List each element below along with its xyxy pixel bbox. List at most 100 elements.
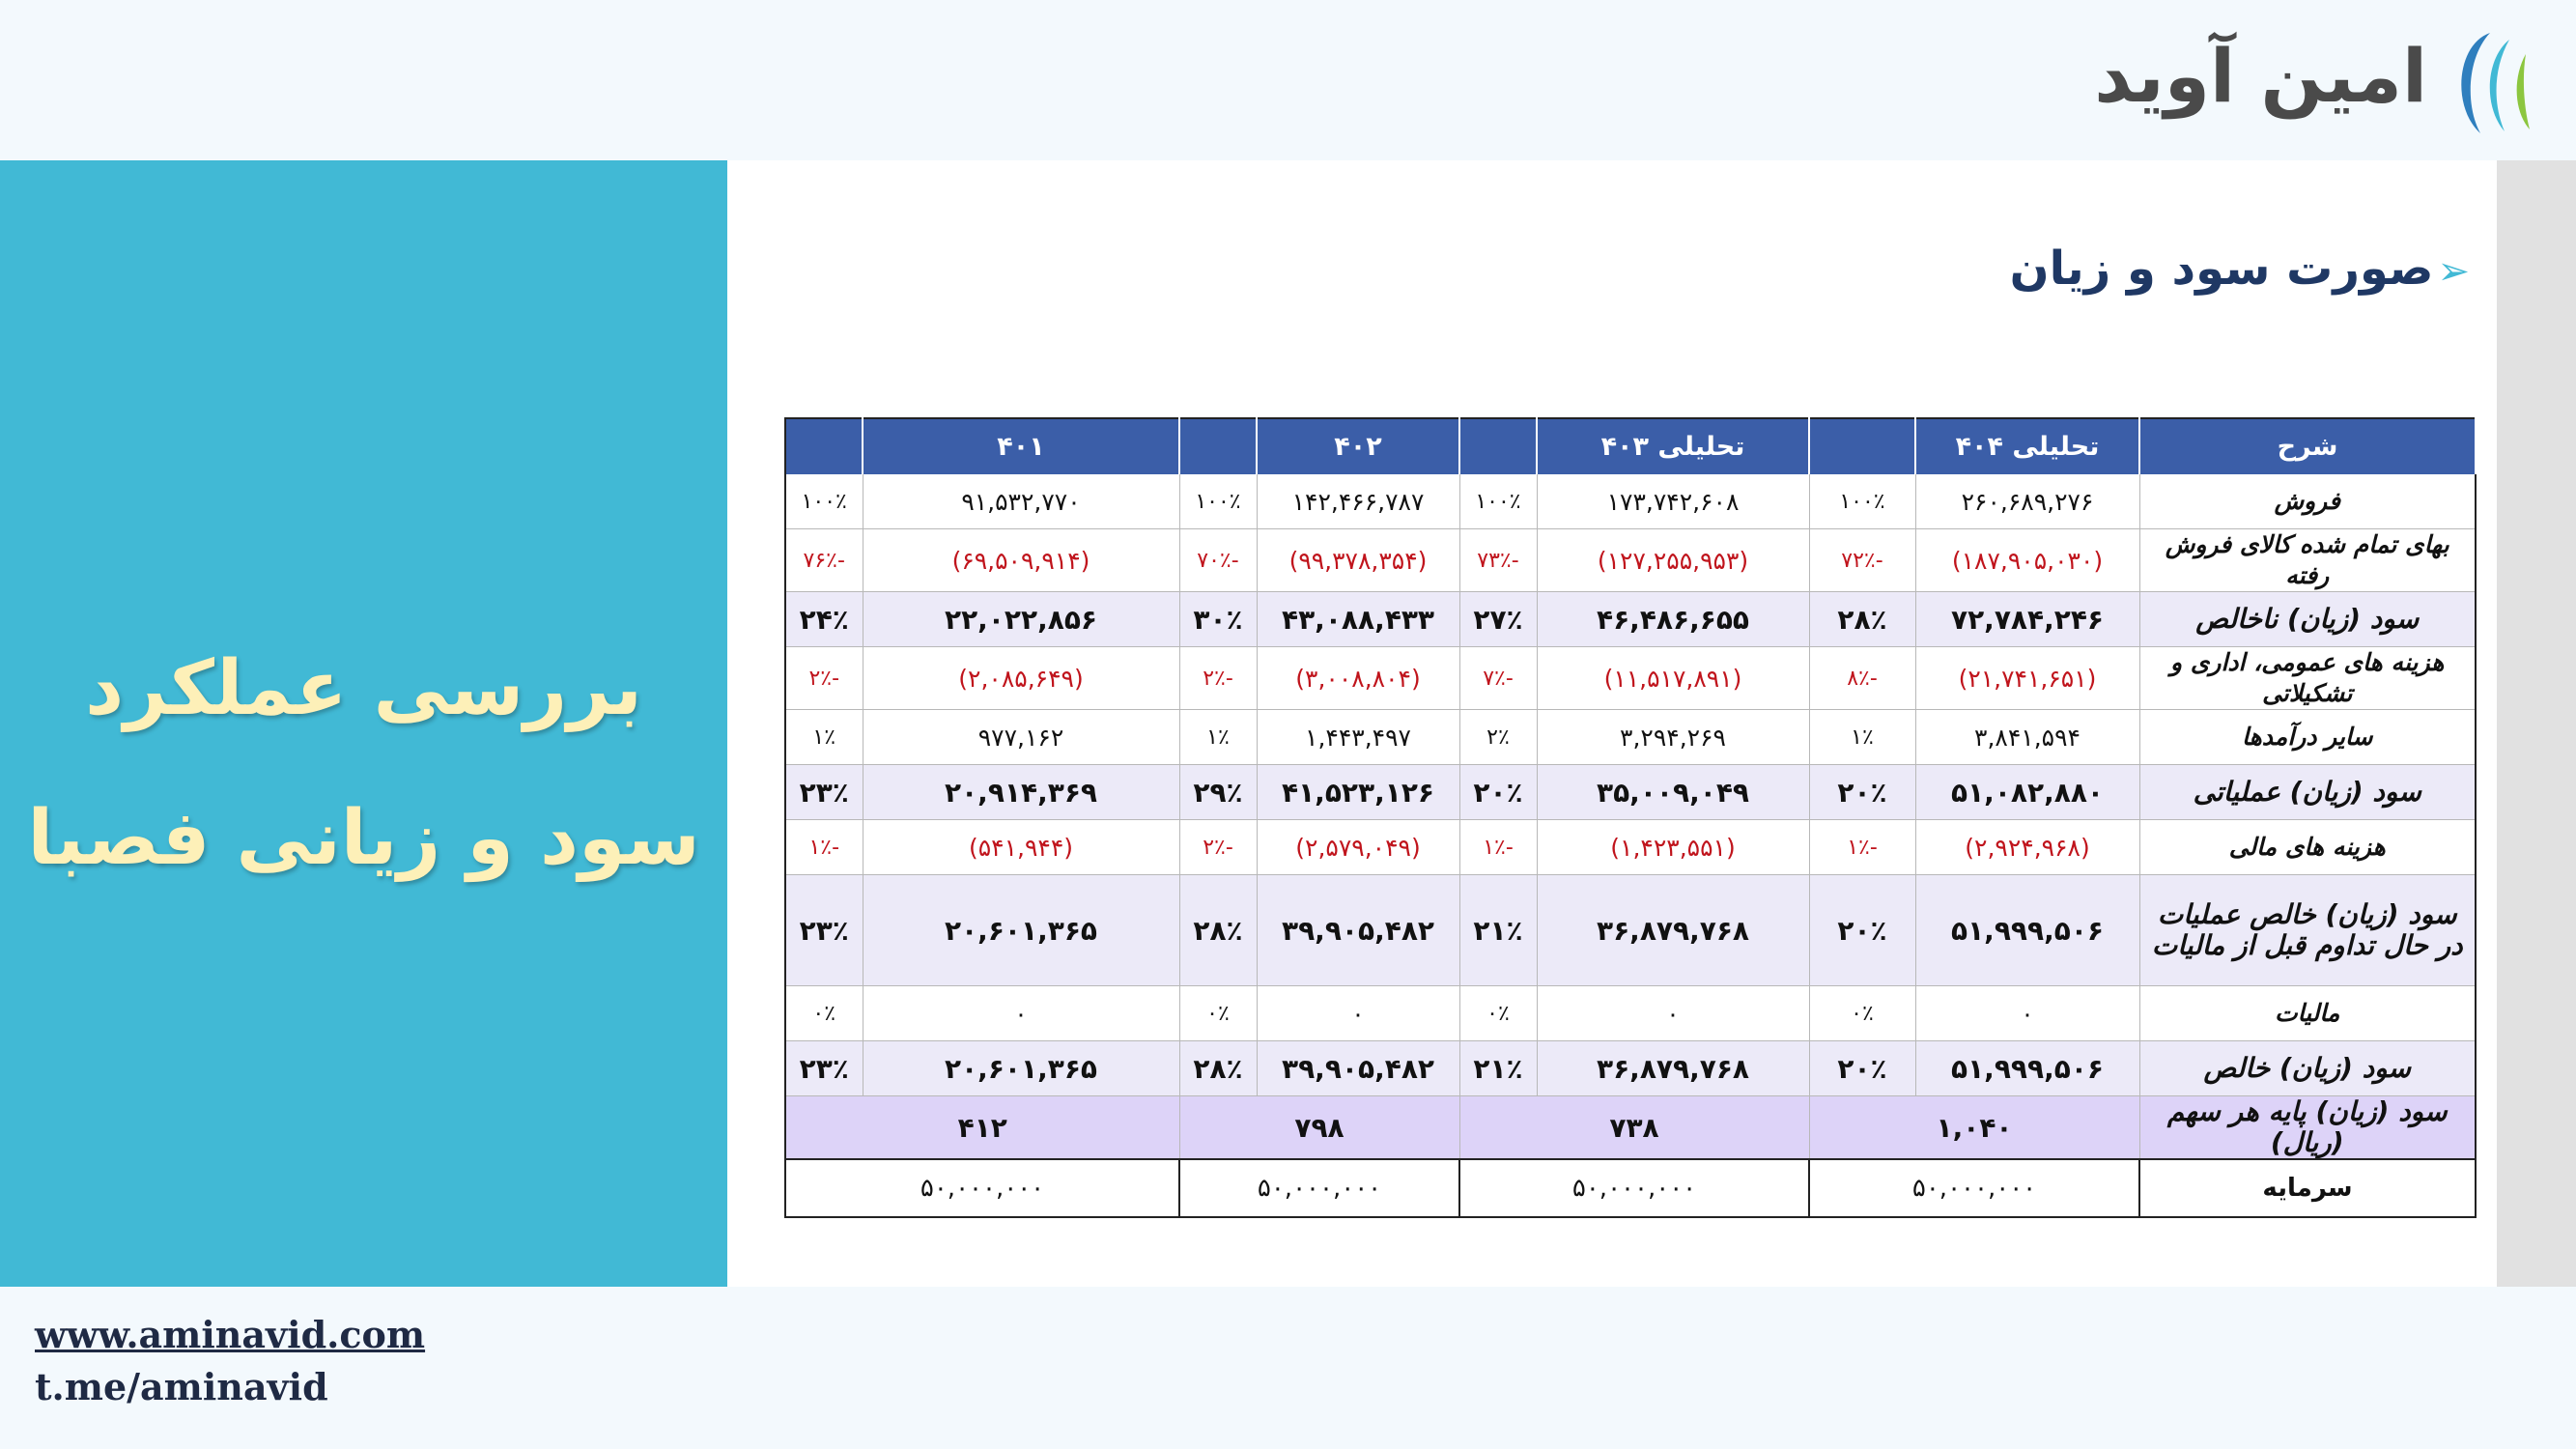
cell-value: ۲۰,۶۰۱,۳۶۵ [862,874,1180,986]
side-gray-bar [2497,160,2576,1287]
cell-value: ۹۷۷,۱۶۲ [862,709,1180,765]
cell-pct: ۲۸٪ [1178,1040,1258,1096]
cell-pct: ۲۴٪ [784,591,863,647]
row-label: سایر درآمدها [2138,709,2477,765]
header-col1-pct [1808,417,1916,474]
cell-value: ۰ [1914,985,2140,1041]
cell-pct: ۱٪ [1808,709,1916,765]
header-col2-pct [1458,417,1538,474]
table-row-sales: فروش ۲۶۰,۶۸۹,۲۷۶ ۱۰۰٪ ۱۷۳,۷۴۲,۶۰۸ ۱۰۰٪ ۱… [784,473,2477,529]
table-row-tax: مالیات ۰ ۰٪ ۰ ۰٪ ۰ ۰٪ ۰ ۰٪ [784,985,2477,1041]
header-desc: شرح [2138,417,2477,474]
cell-value: ۲۶۰,۶۸۹,۲۷۶ [1914,473,2140,529]
cell-value: ۳۵,۰۰۹,۰۴۹ [1536,764,1810,820]
table-row-finance-costs: هزینه های مالی (۲,۹۲۴,۹۶۸) -۱٪ (۱,۴۲۳,۵۵… [784,819,2477,875]
cell-value: ۲۲,۰۲۲,۸۵۶ [862,591,1180,647]
table-row-pretax-profit: سود (زیان) خالص عملیات در حال تداوم قبل … [784,874,2477,986]
cell-pct: ۰٪ [1458,985,1538,1041]
cell-pct: -۸٪ [1808,646,1916,710]
cell-value: ۳۹,۹۰۵,۴۸۲ [1256,1040,1460,1096]
section-title-text: صورت سود و زیان [2009,242,2434,296]
row-label: هزینه های مالی [2138,819,2477,875]
cell-value: (۲,۹۲۴,۹۶۸) [1914,819,2140,875]
cell-pct: -۷۳٪ [1458,528,1538,592]
row-label: سود (زیان) خالص [2138,1040,2477,1096]
cell-value: ۴۱۲ [784,1095,1180,1160]
income-statement-table: شرح تحلیلی ۴۰۴ تحلیلی ۴۰۳ ۴۰۲ ۴۰۱ فروش ۲… [784,417,2477,1218]
cell-value: ۰ [1536,985,1810,1041]
cell-pct: -۷٪ [1458,646,1538,710]
cell-value: ۱,۰۴۰ [1808,1095,2140,1160]
cell-pct: ۲٪ [1458,709,1538,765]
cell-pct: ۱٪ [1178,709,1258,765]
cell-value: (۹۹,۳۷۸,۳۵۴) [1256,528,1460,592]
cell-pct: ۲۸٪ [1178,874,1258,986]
cell-value: (۳,۰۰۸,۸۰۴) [1256,646,1460,710]
cell-pct: ۲۸٪ [1808,591,1916,647]
cell-value: (۵۴۱,۹۴۴) [862,819,1180,875]
header-col3-pct [1178,417,1258,474]
cell-pct: ۲۱٪ [1458,1040,1538,1096]
cell-pct: ۲۳٪ [784,874,863,986]
hero-title-line2: سود و زیانی فصبا [27,795,700,882]
telegram-link[interactable]: t.me/aminavid [35,1365,328,1408]
row-label: سود (زیان) خالص عملیات در حال تداوم قبل … [2138,874,2477,986]
row-label: فروش [2138,473,2477,529]
row-label: مالیات [2138,985,2477,1041]
cell-value: ۳,۸۴۱,۵۹۴ [1914,709,2140,765]
cell-value: (۲,۰۸۵,۶۴۹) [862,646,1180,710]
cell-value: ۷۹۸ [1178,1095,1460,1160]
cell-value: (۱۸۷,۹۰۵,۰۳۰) [1914,528,2140,592]
website-link[interactable]: www.aminavid.com [35,1313,426,1356]
header-col2: تحلیلی ۴۰۳ [1536,417,1810,474]
cell-pct: ۲۳٪ [784,1040,863,1096]
table-row-gross-profit: سود (زیان) ناخالص ۷۲,۷۸۴,۲۴۶ ۲۸٪ ۴۶,۴۸۶,… [784,591,2477,647]
cell-value: ۹۱,۵۳۲,۷۷۰ [862,473,1180,529]
header-col1: تحلیلی ۴۰۴ [1914,417,2140,474]
cell-value: ۰ [862,985,1180,1041]
cell-value: (۱,۴۲۳,۵۵۱) [1536,819,1810,875]
cell-value: ۳۹,۹۰۵,۴۸۲ [1256,874,1460,986]
row-label: سود (زیان) پایه هر سهم (ریال) [2138,1095,2477,1160]
header-col3: ۴۰۲ [1256,417,1460,474]
row-label: سود (زیان) عملیاتی [2138,764,2477,820]
cell-value: ۲۰,۹۱۴,۳۶۹ [862,764,1180,820]
table-row-capital: سرمایه ۵۰,۰۰۰,۰۰۰ ۵۰,۰۰۰,۰۰۰ ۵۰,۰۰۰,۰۰۰ … [784,1158,2477,1218]
arrow-bullet-icon: ➢ [2437,249,2470,294]
brand-logo: امین آوید [2094,25,2534,141]
cell-pct: ۲۰٪ [1808,874,1916,986]
cell-value: ۷۲,۷۸۴,۲۴۶ [1914,591,2140,647]
cell-value: (۱۲۷,۲۵۵,۹۵۳) [1536,528,1810,592]
cell-pct: ۲۹٪ [1178,764,1258,820]
header-col4-pct [784,417,863,474]
cell-pct: ۲۱٪ [1458,874,1538,986]
cell-pct: -۷۰٪ [1178,528,1258,592]
row-label: بهای تمام شده کالای فروش رفته [2138,528,2477,592]
cell-pct: ۱۰۰٪ [1458,473,1538,529]
table-row-operating-profit: سود (زیان) عملیاتی ۵۱,۰۸۲,۸۸۰ ۲۰٪ ۳۵,۰۰۹… [784,764,2477,820]
cell-pct: ۱۰۰٪ [1178,473,1258,529]
hero-title: بررسی عملکرد سود و زیانی فصبا [0,614,727,914]
hero-title-line1: بررسی عملکرد [85,645,642,732]
row-label: سود (زیان) ناخالص [2138,591,2477,647]
cell-value: ۴۳,۰۸۸,۴۳۳ [1256,591,1460,647]
cell-pct: -۷۲٪ [1808,528,1916,592]
cell-value: (۲۱,۷۴۱,۶۵۱) [1914,646,2140,710]
cell-value: ۵۰,۰۰۰,۰۰۰ [1808,1158,2140,1218]
section-title: ➢صورت سود و زیان [2010,242,2470,296]
cell-pct: -۷۶٪ [784,528,863,592]
cell-value: ۴۶,۴۸۶,۶۵۵ [1536,591,1810,647]
cell-value: ۳۶,۸۷۹,۷۶۸ [1536,1040,1810,1096]
cell-value: ۷۳۸ [1458,1095,1810,1160]
brand-name: امین آوید [2094,33,2427,119]
cell-pct: ۲۷٪ [1458,591,1538,647]
cell-value: ۵۰,۰۰۰,۰۰۰ [1178,1158,1460,1218]
cell-pct: -۱٪ [784,819,863,875]
cell-pct: -۱٪ [1458,819,1538,875]
cell-value: (۱۱,۵۱۷,۸۹۱) [1536,646,1810,710]
row-label: هزینه های عمومی، اداری و تشکیلاتی [2138,646,2477,710]
table-row-cogs: بهای تمام شده کالای فروش رفته (۱۸۷,۹۰۵,۰… [784,528,2477,592]
cell-pct: -۲٪ [784,646,863,710]
cell-pct: -۲٪ [1178,819,1258,875]
logo-mark-icon [2461,33,2530,133]
